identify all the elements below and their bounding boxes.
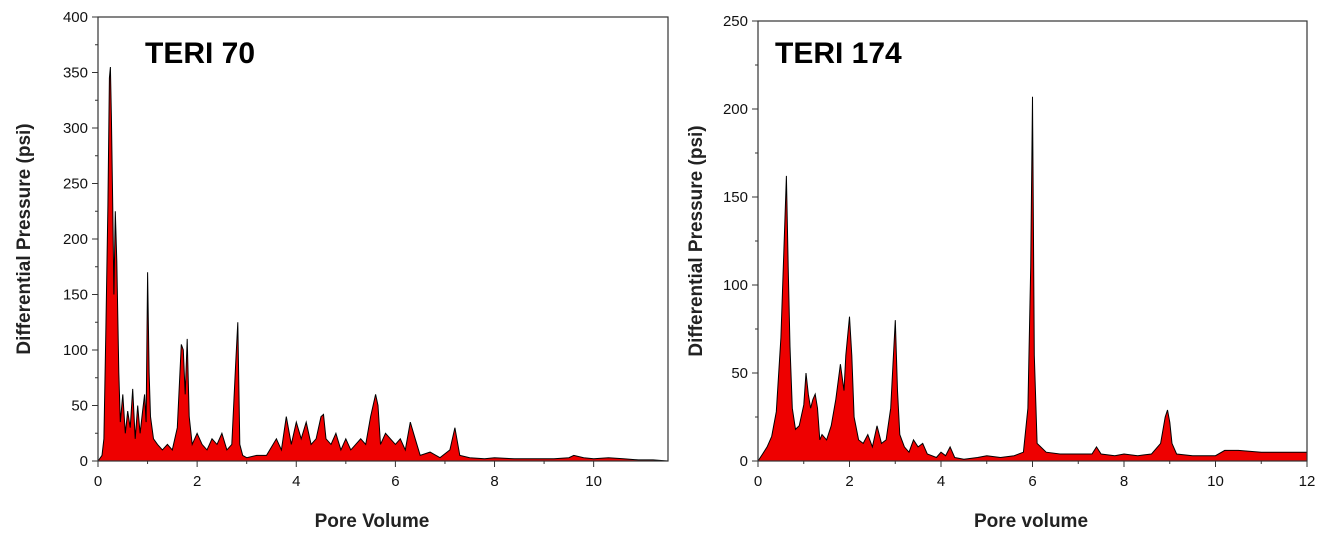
x-tick-label: 6 [391,473,399,490]
x-tick-label: 4 [292,473,300,490]
y-axis-label-teri-70: Differential Pressure (psi) [14,123,35,354]
y-tick-label: 150 [723,189,748,206]
y-tick-label: 100 [723,277,748,294]
y-tick-label: 300 [63,120,88,137]
y-tick-label: 150 [63,287,88,304]
y-tick-label: 0 [740,453,748,470]
series-area-teri-70-0 [98,67,668,461]
plot-area-teri-70 [97,66,669,462]
x-tick-label: 4 [937,473,945,490]
series-line-teri-174-0 [757,96,1307,462]
y-axis-ticks-teri-70: 0 50 100 150 200 250 300 350 400 [63,9,98,470]
x-tick-label: 2 [845,473,853,490]
x-axis-ticks-teri-70: 0 2 4 6 8 10 [94,461,602,490]
chart-teri-70: 0 2 4 6 8 10 0 50 100 150 200 250 300 350 400 TERI 70… [14,9,669,532]
y-tick-label: 250 [723,13,748,30]
y-tick-label: 50 [71,398,88,415]
y-tick-label: 50 [731,365,748,382]
x-tick-label: 12 [1299,473,1316,490]
y-axis-ticks-teri-174: 0 50 100 150 200 250 [723,13,758,470]
y-tick-label: 0 [80,453,88,470]
series-line-teri-70-0 [97,66,669,462]
chart-title-teri-70: TERI 70 [145,37,255,70]
x-tick-label: 8 [1120,473,1128,490]
plot-area-teri-174 [757,96,1307,462]
y-axis-label-teri-174: Differential Pressure (psi) [686,125,707,356]
y-tick-label: 400 [63,9,88,26]
x-tick-label: 6 [1028,473,1036,490]
x-tick-label: 0 [754,473,762,490]
y-tick-label: 350 [63,65,88,82]
chart-teri-174: 0 2 4 6 8 10 12 0 50 100 150 200 250 TERI 174 Pore … [686,13,1315,532]
chart-title-teri-174: TERI 174 [775,37,902,70]
x-tick-label: 2 [193,473,201,490]
y-tick-label: 100 [63,342,88,359]
x-axis-label-teri-174: Pore volume [974,511,1088,532]
x-tick-label: 0 [94,473,102,490]
y-tick-label: 250 [63,176,88,193]
y-tick-label: 200 [723,101,748,118]
x-tick-label: 8 [490,473,498,490]
y-tick-label: 200 [63,231,88,248]
series-area-teri-174-0 [758,96,1307,461]
x-tick-label: 10 [585,473,602,490]
x-tick-label: 10 [1207,473,1224,490]
x-axis-label-teri-70: Pore Volume [315,511,430,532]
x-axis-ticks-teri-174: 0 2 4 6 8 10 12 [754,461,1316,490]
